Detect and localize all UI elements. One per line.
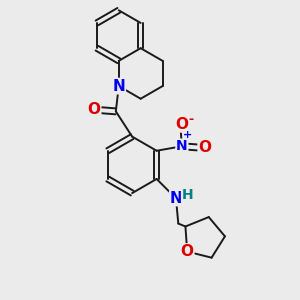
- Text: N: N: [176, 139, 188, 153]
- Text: O: O: [181, 244, 194, 259]
- Text: O: O: [176, 117, 188, 132]
- Text: -: -: [188, 113, 194, 126]
- Text: N: N: [169, 191, 182, 206]
- Text: +: +: [183, 130, 192, 140]
- Text: N: N: [112, 79, 125, 94]
- Text: O: O: [198, 140, 211, 155]
- Text: O: O: [88, 102, 100, 117]
- Text: H: H: [182, 188, 193, 202]
